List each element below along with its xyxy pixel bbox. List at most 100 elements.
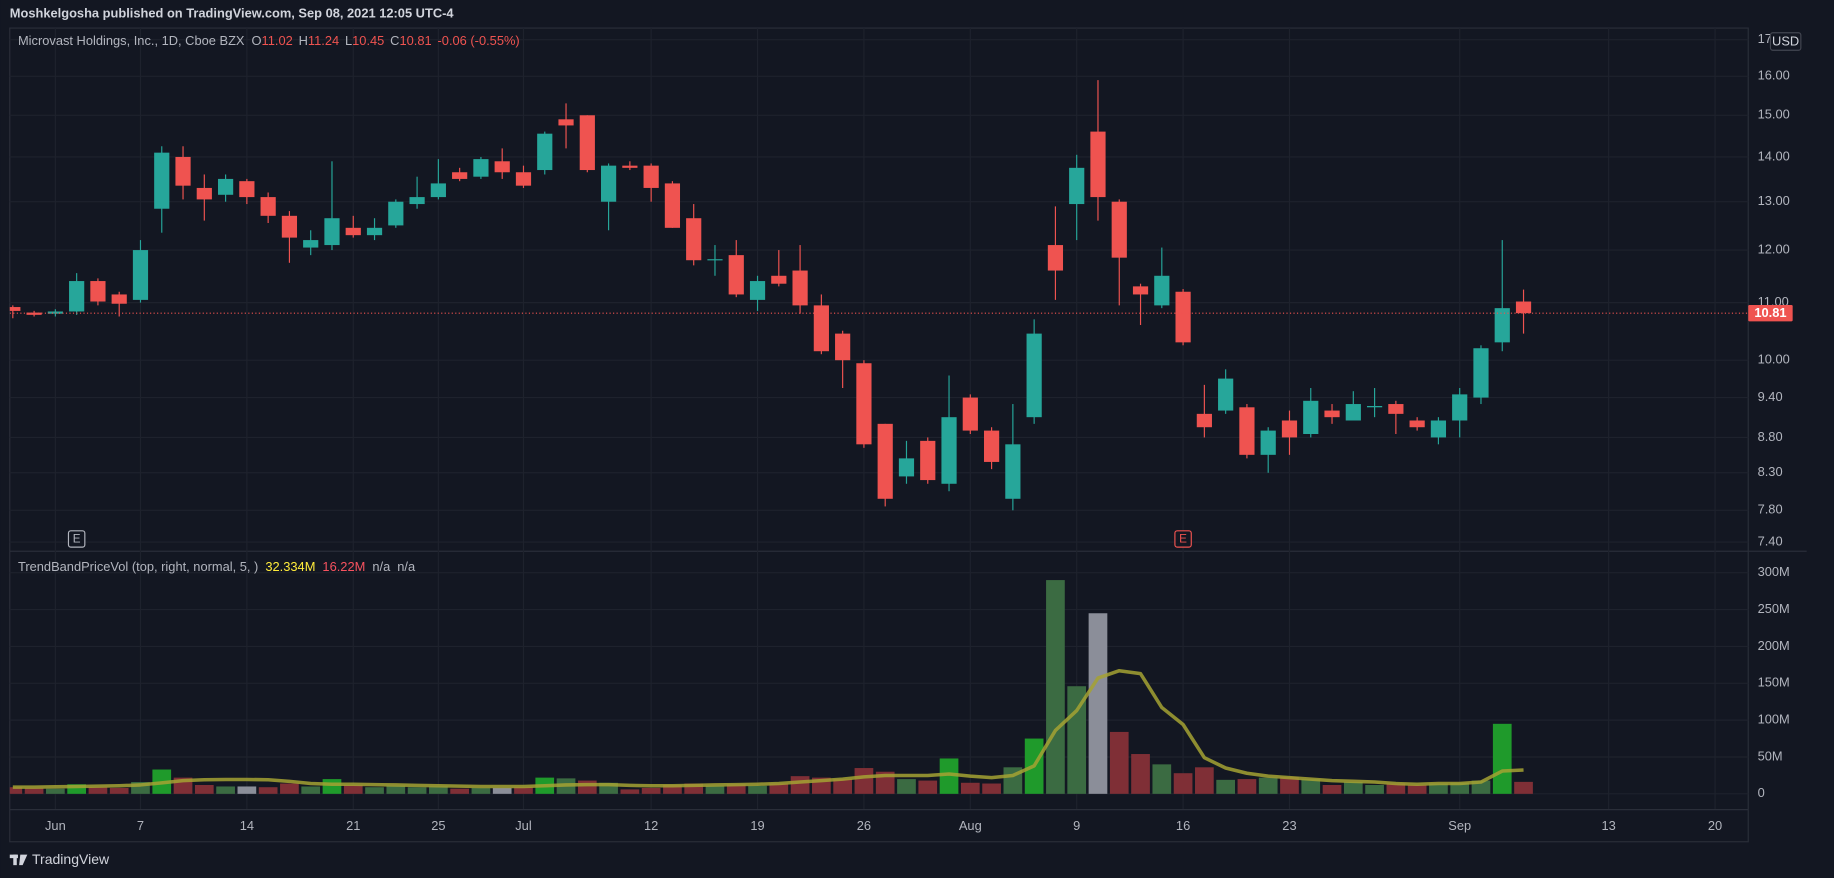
candle-body [622, 165, 638, 168]
legend-open: 11.02 [262, 33, 293, 48]
y-tick-label: 7.40 [1758, 533, 1783, 548]
x-tick-label: 7 [137, 818, 144, 833]
x-tick-label: 12 [644, 818, 658, 833]
volume-bar [1195, 767, 1214, 794]
volume-bar [1450, 782, 1470, 794]
indicator-legend: TrendBandPriceVol (top, right, normal, 5… [18, 560, 416, 575]
candle-body [771, 275, 787, 284]
volume-bar [620, 789, 640, 794]
candle-body [452, 172, 468, 179]
legend-prefix: C [390, 33, 399, 48]
y-tick-label: 300M [1758, 564, 1790, 579]
volume-bar [1046, 580, 1065, 794]
volume-bar [514, 787, 533, 794]
volume-bar [67, 784, 86, 794]
x-tick-label: 20 [1708, 818, 1722, 833]
grid [9, 28, 1749, 810]
volume-bar [1237, 779, 1257, 794]
x-tick-label: Jul [515, 818, 531, 833]
axes: 7.407.808.308.809.4010.0011.0012.0013.00… [45, 31, 1793, 833]
candle-body [1154, 275, 1170, 306]
candle-body [1090, 131, 1106, 198]
legend-high: 11.24 [308, 33, 339, 48]
legend-close: 10.81 [399, 33, 431, 48]
candle-body [366, 227, 383, 236]
candle-body [664, 183, 681, 228]
indicator-value: 32.334M [265, 560, 315, 575]
candle-body [26, 312, 42, 315]
event-marker [67, 530, 86, 548]
brand-name: TradingView [32, 851, 110, 867]
plot-area [9, 80, 1749, 794]
indicator-value: 16.22M [322, 560, 365, 575]
candle-body [154, 152, 170, 209]
volume-bar [24, 787, 44, 794]
indicator-title: TrendBandPriceVol (top, right, normal, 5… [18, 560, 258, 575]
y-tick-label: 50M [1758, 748, 1783, 763]
y-tick-label: 15.00 [1758, 107, 1790, 122]
volume-bar [854, 768, 874, 794]
candle-body [1345, 404, 1361, 421]
candle-body [983, 430, 1000, 462]
candle-body [1260, 430, 1276, 455]
candle-body [175, 156, 191, 186]
logo-part [19, 854, 28, 866]
volume-bar [471, 787, 491, 794]
candle-body [898, 458, 915, 477]
indicator-value: n/a [397, 560, 416, 575]
volume-bar [386, 785, 406, 794]
candle-body [1324, 410, 1340, 418]
volume-bar [301, 786, 321, 794]
candle-body [1473, 348, 1489, 398]
x-tick-label: 19 [750, 818, 764, 833]
volume-bar [726, 784, 746, 794]
candle-body [1196, 413, 1212, 428]
candle-body [537, 133, 553, 171]
x-tick-label: 13 [1601, 818, 1615, 833]
volume-bar [1280, 776, 1299, 794]
y-tick-label: 200M [1758, 638, 1790, 653]
volume-bar [939, 758, 959, 794]
y-tick-label: 7.80 [1758, 502, 1783, 517]
candle-body [1239, 407, 1255, 455]
logo-part [13, 854, 17, 866]
candle-body [515, 172, 532, 186]
volume-bar [1365, 784, 1384, 794]
volume-bar [769, 783, 789, 794]
y-tick-label: 9.40 [1758, 389, 1783, 404]
volume-bar [429, 786, 448, 794]
x-tick-label: 25 [431, 818, 445, 833]
candle-body [1132, 286, 1149, 295]
volume-bar [1386, 783, 1406, 794]
volume-bar [131, 782, 150, 794]
volume-bar [1492, 723, 1512, 794]
candle-body [281, 215, 298, 238]
volume-bar [897, 779, 916, 794]
volume-bar [1173, 773, 1193, 794]
candle-body [686, 218, 702, 261]
volume-bar [1152, 764, 1172, 794]
legend-change: -0.06 (-0.55%) [438, 33, 520, 48]
y-tick-label: 8.80 [1758, 429, 1783, 444]
candle-body [473, 159, 489, 177]
candle-body [941, 417, 957, 484]
brand-logo [9, 854, 28, 866]
volume-bar [833, 779, 852, 794]
volume-bar [1216, 779, 1235, 794]
last-price-label: 10.81 [1754, 305, 1786, 320]
publisher-line: Moshkelgosha published on TradingView.co… [10, 5, 455, 20]
candle-body [1388, 404, 1404, 414]
x-tick-label: 26 [857, 818, 871, 833]
volume-bar [748, 785, 767, 794]
event-label: E [73, 533, 81, 546]
candle-body [579, 115, 595, 171]
volume-bar [982, 783, 1001, 794]
y-tick-label: 0 [1758, 785, 1765, 800]
candle-body [217, 178, 234, 195]
symbol-legend: Microvast Holdings, Inc., 1D, Cboe BZX O1… [18, 33, 520, 48]
y-tick-label: 17 [1758, 31, 1772, 46]
volume-bar [450, 788, 469, 794]
candle-body [494, 161, 510, 173]
candle-body [835, 333, 851, 361]
